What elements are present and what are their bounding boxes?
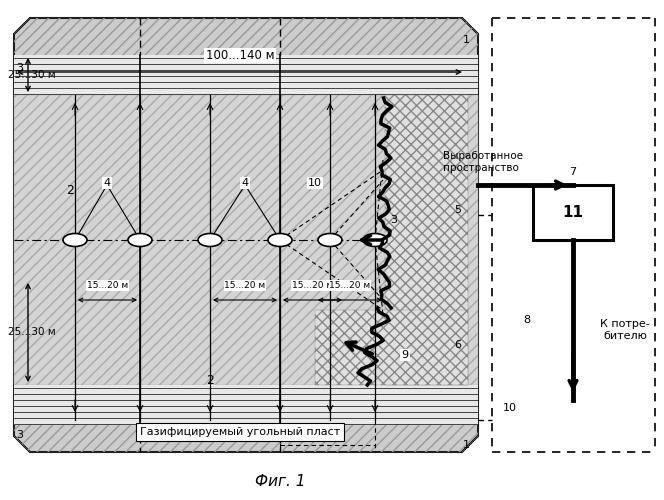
Bar bbox=[533, 185, 613, 240]
Text: К потре-
бителю: К потре- бителю bbox=[600, 319, 650, 341]
Bar bbox=[14, 95, 478, 385]
Text: 25...30 м: 25...30 м bbox=[8, 327, 56, 337]
Text: 15...20 м: 15...20 м bbox=[329, 281, 371, 290]
Text: 7: 7 bbox=[570, 167, 576, 177]
Text: 10: 10 bbox=[503, 403, 517, 413]
Text: 3: 3 bbox=[16, 430, 23, 440]
Text: 2: 2 bbox=[206, 374, 214, 386]
Text: 10: 10 bbox=[308, 178, 322, 188]
Text: 4: 4 bbox=[104, 178, 111, 188]
Text: 15...20 м: 15...20 м bbox=[87, 281, 128, 290]
Bar bbox=[14, 55, 478, 95]
Text: 6: 6 bbox=[454, 340, 461, 350]
Text: 1: 1 bbox=[463, 35, 469, 45]
Ellipse shape bbox=[363, 234, 387, 246]
Text: 15...20 м: 15...20 м bbox=[292, 281, 333, 290]
Text: 4: 4 bbox=[242, 178, 248, 188]
Polygon shape bbox=[14, 18, 478, 452]
Text: 3: 3 bbox=[390, 215, 397, 225]
Ellipse shape bbox=[268, 234, 292, 246]
Ellipse shape bbox=[128, 234, 152, 246]
Polygon shape bbox=[315, 310, 468, 385]
Text: 15...20 м: 15...20 м bbox=[224, 281, 266, 290]
Text: 9: 9 bbox=[402, 350, 408, 360]
Text: Газифицируемый угольный пласт: Газифицируемый угольный пласт bbox=[140, 427, 340, 437]
Text: 2: 2 bbox=[66, 184, 74, 196]
Text: Фиг. 1: Фиг. 1 bbox=[255, 474, 305, 490]
Text: 5: 5 bbox=[454, 205, 461, 215]
Bar bbox=[14, 385, 478, 425]
Ellipse shape bbox=[318, 234, 342, 246]
Text: Выработанное
пространство: Выработанное пространство bbox=[443, 151, 523, 173]
Text: 11: 11 bbox=[562, 205, 584, 220]
Text: 1: 1 bbox=[463, 440, 469, 450]
Bar bbox=[14, 95, 478, 385]
Text: 8: 8 bbox=[523, 315, 531, 325]
Text: 25...30 м: 25...30 м bbox=[8, 70, 56, 80]
Polygon shape bbox=[385, 95, 468, 385]
Text: 100...140 м: 100...140 м bbox=[206, 49, 274, 62]
Text: 3: 3 bbox=[16, 63, 23, 73]
Ellipse shape bbox=[63, 234, 87, 246]
Ellipse shape bbox=[198, 234, 222, 246]
